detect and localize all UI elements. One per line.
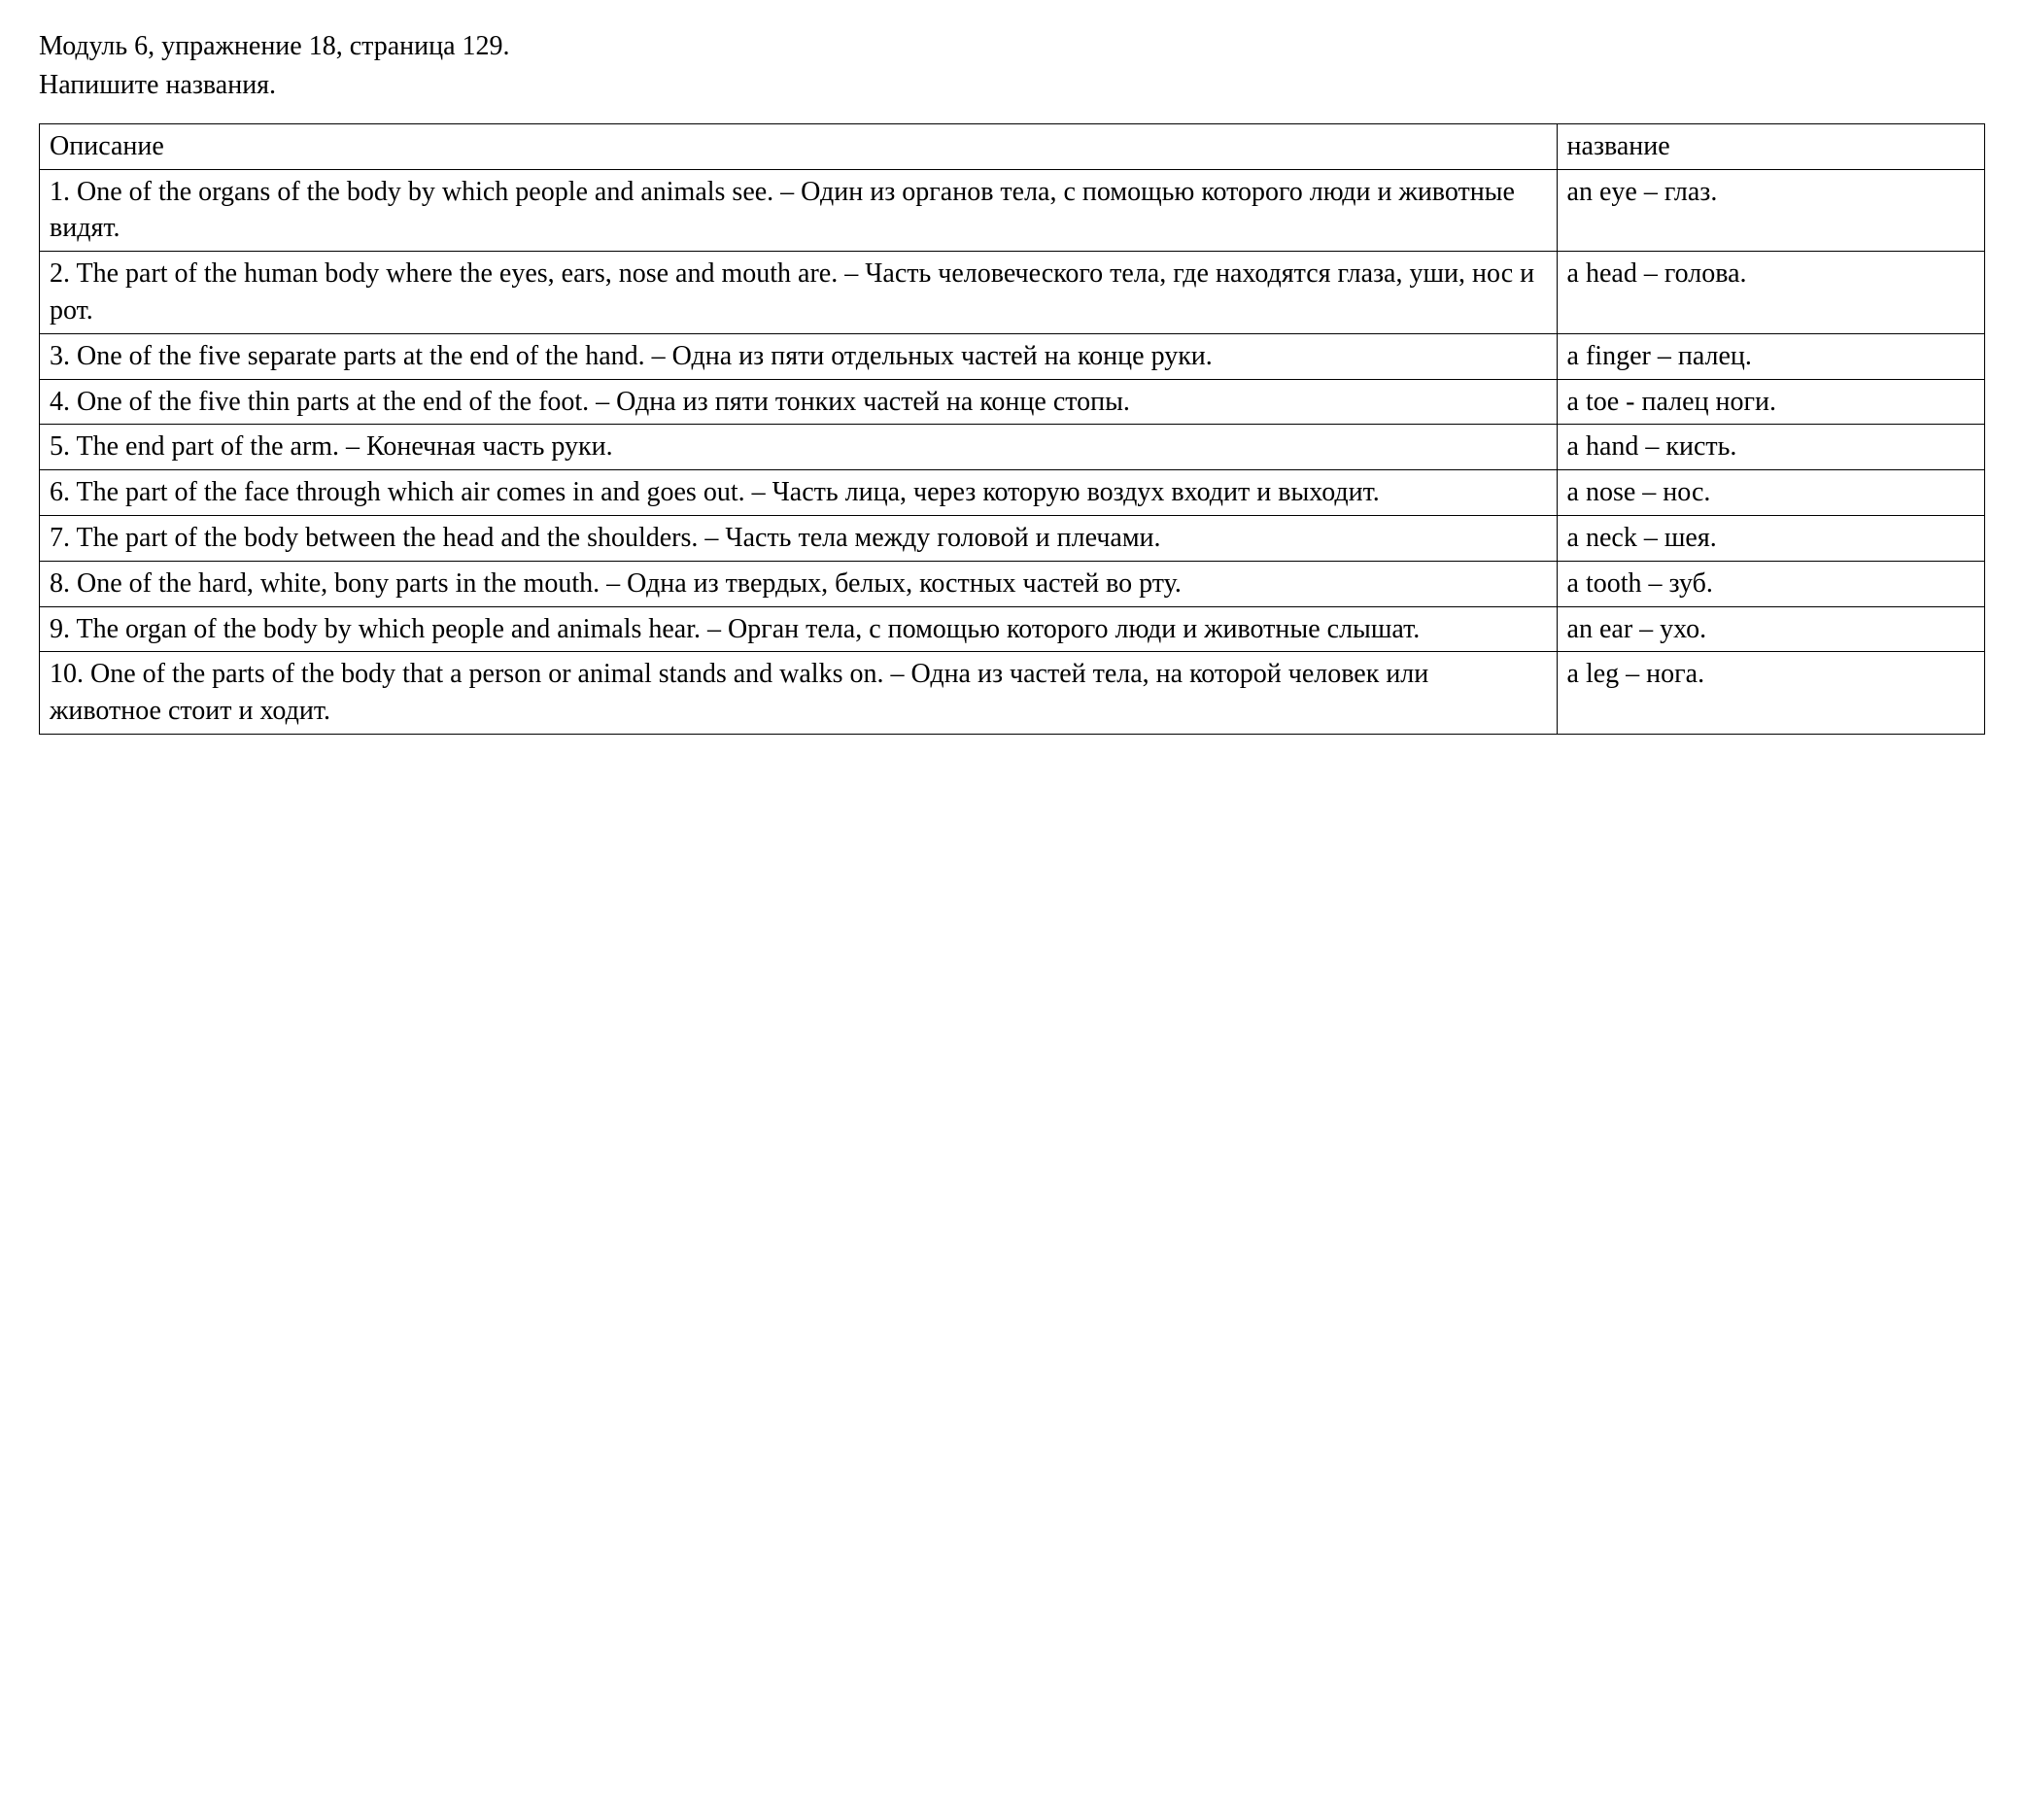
cell-description: 10. One of the parts of the body that a … [40,652,1558,735]
cell-name: a nose – нос. [1557,470,1984,516]
table-row: 10. One of the parts of the body that a … [40,652,1985,735]
header-line-2: Напишите названия. [39,68,1985,103]
table-row: 2. The part of the human body where the … [40,252,1985,334]
cell-description: 5. The end part of the arm. – Конечная ч… [40,425,1558,470]
table-row: 4. One of the five thin parts at the end… [40,379,1985,425]
cell-description: 4. One of the five thin parts at the end… [40,379,1558,425]
cell-description: 1. One of the organs of the body by whic… [40,169,1558,252]
column-header-name: название [1557,123,1984,169]
cell-description: 2. The part of the human body where the … [40,252,1558,334]
column-header-description: Описание [40,123,1558,169]
cell-name: a hand – кисть. [1557,425,1984,470]
table-row: 9. The organ of the body by which people… [40,606,1985,652]
table-header-row: Описание название [40,123,1985,169]
table-row: 8. One of the hard, white, bony parts in… [40,561,1985,606]
table-row: 3. One of the five separate parts at the… [40,333,1985,379]
header-line-1: Модуль 6, упражнение 18, страница 129. [39,29,1985,64]
cell-name: a toe - палец ноги. [1557,379,1984,425]
cell-description: 8. One of the hard, white, bony parts in… [40,561,1558,606]
cell-description: 7. The part of the body between the head… [40,515,1558,561]
table-row: 6. The part of the face through which ai… [40,470,1985,516]
cell-name: an ear – ухо. [1557,606,1984,652]
cell-description: 3. One of the five separate parts at the… [40,333,1558,379]
table-row: 5. The end part of the arm. – Конечная ч… [40,425,1985,470]
cell-name: an eye – глаз. [1557,169,1984,252]
cell-name: a finger – палец. [1557,333,1984,379]
cell-description: 9. The organ of the body by which people… [40,606,1558,652]
exercise-table: Описание название 1. One of the organs o… [39,123,1985,735]
cell-name: a leg – нога. [1557,652,1984,735]
cell-name: a tooth – зуб. [1557,561,1984,606]
table-row: 7. The part of the body between the head… [40,515,1985,561]
cell-name: a neck – шея. [1557,515,1984,561]
table-row: 1. One of the organs of the body by whic… [40,169,1985,252]
cell-name: a head – голова. [1557,252,1984,334]
cell-description: 6. The part of the face through which ai… [40,470,1558,516]
